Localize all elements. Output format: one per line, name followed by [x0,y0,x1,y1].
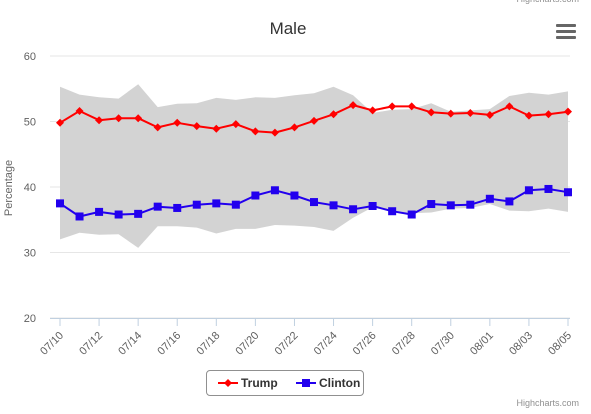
data-point-trump[interactable] [270,128,279,137]
credits-top[interactable]: Highcharts.com [516,0,579,4]
data-point-clinton[interactable] [153,202,162,211]
y-tick-label: 30 [24,248,36,260]
y-tick-label: 40 [24,182,36,194]
menu-bar [556,24,576,27]
data-point-clinton[interactable] [564,188,572,197]
x-tick-label: 08/03 [507,330,535,358]
data-point-clinton[interactable] [134,209,143,218]
data-point-clinton[interactable] [173,203,182,212]
data-point-trump[interactable] [134,114,143,123]
range-band [60,84,568,248]
data-point-clinton[interactable] [544,184,553,193]
x-tick-label: 07/20 [234,330,262,358]
data-point-clinton[interactable] [192,200,201,209]
x-tick-label: 08/05 [546,330,574,358]
legend-label-trump: Trump [241,376,278,390]
series-lines [56,101,572,221]
y-tick-labels: 20 30 40 50 60 [24,51,36,325]
data-point-trump[interactable] [231,120,240,129]
data-point-trump[interactable] [251,127,260,136]
data-point-clinton[interactable] [231,200,240,209]
data-point-clinton[interactable] [407,210,416,219]
x-tick-label: 07/22 [273,330,301,358]
menu-bar [556,30,576,33]
data-point-clinton[interactable] [290,191,299,200]
data-point-clinton[interactable] [446,201,455,210]
data-point-trump[interactable] [329,110,338,119]
credits-bottom[interactable]: Highcharts.com [516,398,579,408]
data-point-clinton[interactable] [56,199,64,208]
data-point-clinton[interactable] [505,197,514,206]
menu-bar [556,36,576,39]
data-point-trump[interactable] [524,111,533,120]
data-point-clinton[interactable] [485,194,494,203]
data-point-trump[interactable] [505,102,514,111]
data-point-trump[interactable] [56,118,64,127]
data-point-trump[interactable] [544,110,553,119]
data-point-trump[interactable] [114,114,123,123]
data-point-clinton[interactable] [95,207,104,216]
chart-title: Male [270,19,307,38]
range-band-area [60,84,568,248]
x-axis: 07/10 07/12 07/14 07/16 07/18 07/20 07/22 07/24… [38,318,574,358]
data-point-trump[interactable] [485,110,494,119]
y-tick-label: 50 [24,117,36,129]
data-point-clinton[interactable] [368,201,377,210]
data-point-trump[interactable] [427,108,436,117]
data-point-clinton[interactable] [75,212,84,221]
x-tick-label: 08/01 [468,330,496,358]
data-point-trump[interactable] [310,116,318,125]
data-point-trump[interactable] [368,106,377,115]
data-point-trump[interactable] [466,108,475,117]
x-tick-label: 07/12 [77,330,105,358]
x-tick-label: 07/30 [429,330,457,358]
data-point-trump[interactable] [407,102,416,111]
data-point-clinton[interactable] [114,210,123,219]
x-tick-label: 07/16 [155,330,183,358]
data-point-trump[interactable] [153,123,162,132]
data-point-clinton[interactable] [524,186,533,195]
data-point-trump[interactable] [446,109,455,118]
x-tick-label: 07/14 [116,330,144,358]
data-point-clinton[interactable] [466,200,475,209]
square-marker-icon [296,379,316,387]
y-tick-label: 60 [24,51,36,63]
data-point-trump[interactable] [290,123,299,132]
y-tick-label: 20 [24,313,36,325]
legend: Trump Clinton [206,370,364,396]
data-point-clinton[interactable] [270,186,279,195]
data-point-clinton[interactable] [427,200,436,209]
data-point-clinton[interactable] [212,199,221,208]
data-point-trump[interactable] [564,107,572,116]
data-point-trump[interactable] [388,102,397,111]
x-tick-label: 07/10 [38,330,66,358]
x-tick-label: 07/24 [312,330,340,358]
x-tick-label: 07/28 [390,330,418,358]
data-point-clinton[interactable] [349,205,358,214]
data-point-trump[interactable] [349,101,358,110]
data-point-trump[interactable] [75,107,84,116]
data-point-trump[interactable] [212,124,221,133]
data-point-trump[interactable] [192,122,201,131]
x-tick-label: 07/26 [351,330,379,358]
data-point-clinton[interactable] [310,198,318,207]
data-point-clinton[interactable] [388,207,397,216]
data-point-clinton[interactable] [329,201,338,210]
data-point-clinton[interactable] [251,191,260,200]
data-point-trump[interactable] [95,116,104,125]
diamond-marker-icon [218,379,238,387]
x-tick-label: 07/18 [194,330,222,358]
legend-label-clinton: Clinton [319,376,361,390]
hamburger-menu-icon[interactable] [556,24,576,42]
data-point-trump[interactable] [173,118,182,127]
y-axis-title: Percentage [3,160,15,216]
